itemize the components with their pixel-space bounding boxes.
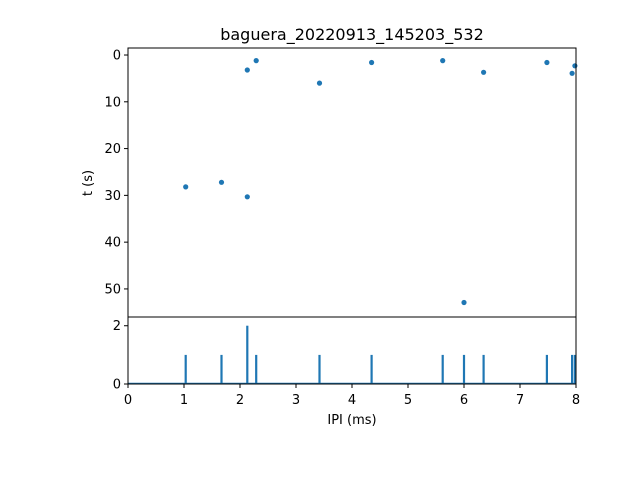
- scatter-y-label: t (s): [81, 170, 96, 196]
- scatter-y-tick-label-40: 40: [104, 236, 121, 251]
- histogram-x-ticks: 0 1 2 3 4 5 6 7 8: [124, 384, 580, 408]
- histogram-x-tick-label-5: 5: [404, 393, 412, 408]
- scatter-point-11: [569, 70, 575, 76]
- scatter-point-4: [253, 58, 259, 64]
- histogram-x-tick-label-3: 3: [292, 393, 300, 408]
- histogram-x-tick-label-7: 7: [516, 393, 524, 408]
- scatter-point-2: [244, 194, 250, 200]
- scatter-axes: 0 10 20 30 40 50 t (s): [81, 47, 578, 318]
- scatter-y-ticks: 0 10 20 30 40 50: [104, 49, 128, 297]
- scatter-point-9: [481, 69, 487, 75]
- histogram-x-tick-label-1: 1: [180, 393, 188, 408]
- scatter-y-tick-label-20: 20: [104, 142, 121, 157]
- scatter-point-3: [244, 67, 250, 73]
- histogram-y-ticks: 02: [113, 319, 128, 393]
- scatter-y-tick-label-10: 10: [104, 95, 121, 110]
- histogram-y-tick-label-2: 2: [113, 319, 121, 334]
- histogram-frame: [127, 316, 577, 385]
- histogram-y-tick-label-0: 0: [113, 378, 121, 393]
- histogram-x-tick-label-0: 0: [124, 393, 132, 408]
- scatter-y-tick-label-50: 50: [104, 282, 121, 297]
- scatter-point-1: [218, 179, 225, 185]
- scatter-y-tick-label-0: 0: [113, 49, 121, 64]
- scatter-point-6: [369, 59, 375, 66]
- histogram-x-tick-label-6: 6: [460, 393, 468, 408]
- scatter-y-tick-label-30: 30: [104, 189, 121, 204]
- scatter-point-7: [440, 58, 446, 64]
- scatter-point-8: [461, 299, 467, 306]
- histogram-x-label: IPI (ms): [327, 413, 376, 428]
- histogram-x-tick-label-4: 4: [348, 393, 356, 408]
- histogram-x-tick-label-2: 2: [236, 393, 244, 408]
- scatter-point-10: [544, 59, 550, 66]
- chart-title: baguera_20220913_145203_532: [220, 25, 484, 45]
- scatter-point-5: [316, 80, 323, 86]
- histogram-x-tick-label-8: 8: [572, 393, 580, 408]
- scatter-point-0: [183, 184, 189, 190]
- scatter-point-12: [572, 63, 578, 69]
- scatter-points: [183, 58, 578, 306]
